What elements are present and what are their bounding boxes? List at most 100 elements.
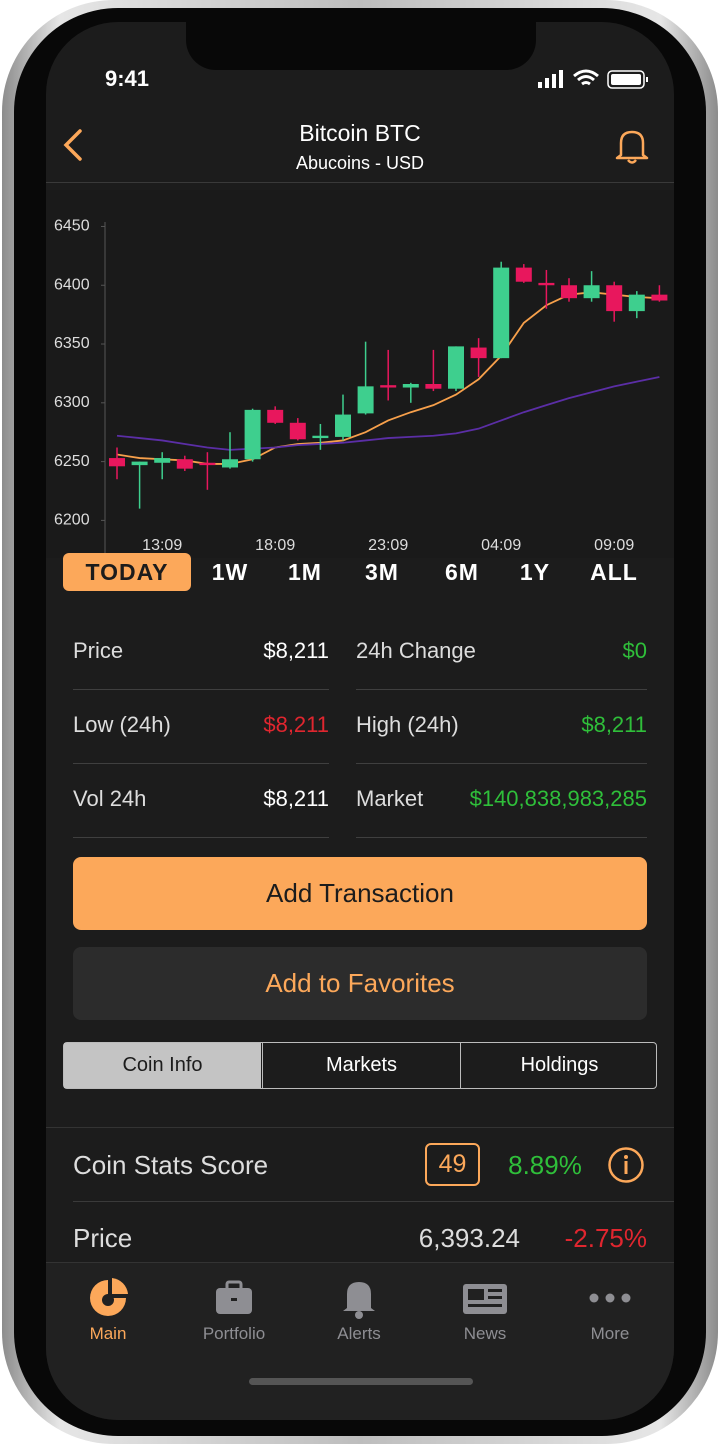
stat-value: $8,211 bbox=[581, 712, 647, 737]
candle-body bbox=[628, 294, 645, 312]
tab-icon bbox=[343, 1282, 375, 1319]
candle-body bbox=[470, 347, 487, 359]
candle-body bbox=[606, 285, 623, 312]
candle-body bbox=[380, 385, 397, 388]
notch bbox=[186, 22, 536, 70]
y-tick-label: 6450 bbox=[54, 218, 90, 235]
status-icons bbox=[538, 69, 648, 89]
tab-alerts[interactable]: Alerts bbox=[299, 1270, 419, 1350]
tab-icon bbox=[216, 1280, 252, 1314]
candle-body bbox=[199, 462, 216, 466]
price-chart: 6200 6250 6300 6350 6400 6450 13:09 18:09 23:09 0… bbox=[46, 190, 674, 558]
screen: 9:41 Bitcoin BTC Abucoins - USD 6200 6250… bbox=[46, 22, 674, 1420]
candle-body bbox=[515, 267, 532, 282]
stat-value: $8,211 bbox=[263, 638, 329, 663]
candle-body bbox=[357, 386, 374, 414]
period-tab[interactable]: ALL bbox=[590, 559, 638, 585]
tab-icon bbox=[463, 1284, 507, 1314]
stat-divider bbox=[73, 837, 329, 838]
tab-icon bbox=[589, 1293, 631, 1303]
header-title: Bitcoin BTC bbox=[299, 120, 421, 146]
tab-label: News bbox=[463, 1324, 507, 1343]
tab-main[interactable]: Main bbox=[48, 1270, 168, 1350]
header-subtitle: Abucoins - USD bbox=[295, 153, 425, 173]
x-tick-label: 13:09 bbox=[142, 537, 182, 554]
period-tab[interactable]: 6M bbox=[445, 559, 479, 585]
period-tab[interactable]: 3M bbox=[365, 559, 399, 585]
stat-value: $8,211 bbox=[263, 712, 329, 737]
x-tick-label: 18:09 bbox=[255, 537, 295, 554]
x-tick-label: 23:09 bbox=[368, 537, 408, 554]
section-divider bbox=[46, 1127, 674, 1128]
add-transaction-button[interactable]: Add Transaction bbox=[73, 857, 647, 930]
candle-body bbox=[402, 384, 419, 388]
moving-average-line bbox=[116, 376, 660, 451]
segment[interactable]: Markets bbox=[262, 1043, 460, 1088]
add-favorites-button[interactable]: Add to Favorites bbox=[73, 947, 647, 1020]
tab-icon bbox=[90, 1278, 128, 1316]
coin-stats-change: 8.89% bbox=[508, 1150, 582, 1180]
info-button[interactable] bbox=[607, 1146, 645, 1184]
tab-label: More bbox=[590, 1324, 630, 1343]
stat-value: $8,211 bbox=[263, 786, 329, 811]
period-tab[interactable]: 1W bbox=[211, 559, 249, 585]
coin-stats-label: Coin Stats Score bbox=[73, 1150, 269, 1180]
y-tick-label: 6300 bbox=[54, 394, 90, 411]
candle-body bbox=[312, 435, 329, 439]
stat-label: Market bbox=[356, 786, 424, 811]
tab-portfolio[interactable]: Portfolio bbox=[174, 1270, 294, 1350]
segmented-control bbox=[63, 1042, 657, 1089]
period-tab[interactable]: TODAY bbox=[63, 553, 191, 591]
tab-more[interactable]: More bbox=[550, 1270, 670, 1350]
candle-body bbox=[222, 459, 238, 468]
alert-bell-button[interactable] bbox=[612, 126, 652, 166]
stat-label: High (24h) bbox=[356, 712, 459, 737]
stat-divider bbox=[356, 689, 647, 690]
candle-body bbox=[425, 384, 442, 389]
segment[interactable]: Coin Info bbox=[64, 1043, 261, 1088]
stat-label: 24h Change bbox=[356, 638, 476, 663]
stat-divider bbox=[356, 763, 647, 764]
tab-label: Alerts bbox=[337, 1324, 381, 1343]
price-change: -2.75% bbox=[564, 1223, 647, 1253]
candle-body bbox=[651, 294, 668, 301]
x-tick-label: 09:09 bbox=[594, 537, 634, 554]
candle-body bbox=[583, 285, 600, 299]
back-button[interactable] bbox=[58, 127, 88, 163]
candle-body bbox=[109, 458, 125, 467]
price-label: Price bbox=[73, 1223, 133, 1253]
stat-value: $140,838,983,285 bbox=[469, 786, 647, 811]
stat-divider bbox=[73, 689, 329, 690]
candle-body bbox=[561, 285, 577, 299]
y-tick-label: 6200 bbox=[54, 512, 90, 529]
period-tab[interactable]: 1Y bbox=[519, 559, 551, 585]
stat-divider bbox=[356, 837, 647, 838]
stat-value: $0 bbox=[622, 638, 647, 663]
row-divider bbox=[73, 1201, 674, 1202]
stat-label: Price bbox=[73, 638, 124, 663]
candle-body bbox=[448, 346, 464, 389]
y-tick-label: 6250 bbox=[54, 453, 90, 470]
candle-body bbox=[244, 409, 261, 460]
tab-label: Main bbox=[89, 1324, 127, 1343]
tab-news[interactable]: News bbox=[425, 1270, 545, 1350]
price-value: 6,393.24 bbox=[418, 1223, 520, 1253]
tab-label: Portfolio bbox=[202, 1324, 266, 1343]
candle-body bbox=[538, 282, 555, 286]
x-tick-label: 04:09 bbox=[481, 537, 521, 554]
segment[interactable]: Holdings bbox=[460, 1043, 658, 1088]
home-indicator bbox=[249, 1378, 473, 1385]
status-time: 9:41 bbox=[104, 66, 150, 91]
candle-body bbox=[176, 459, 193, 469]
stat-label: Vol 24h bbox=[73, 786, 147, 811]
candle-body bbox=[267, 409, 284, 423]
header-divider bbox=[46, 182, 674, 183]
stat-label: Low (24h) bbox=[73, 712, 171, 737]
coin-stats-score: 49 bbox=[425, 1143, 480, 1186]
candle-body bbox=[335, 414, 351, 437]
candle-body bbox=[131, 461, 148, 466]
period-tab[interactable]: 1M bbox=[288, 559, 322, 585]
y-tick-label: 6350 bbox=[54, 335, 90, 352]
stat-divider bbox=[73, 763, 329, 764]
